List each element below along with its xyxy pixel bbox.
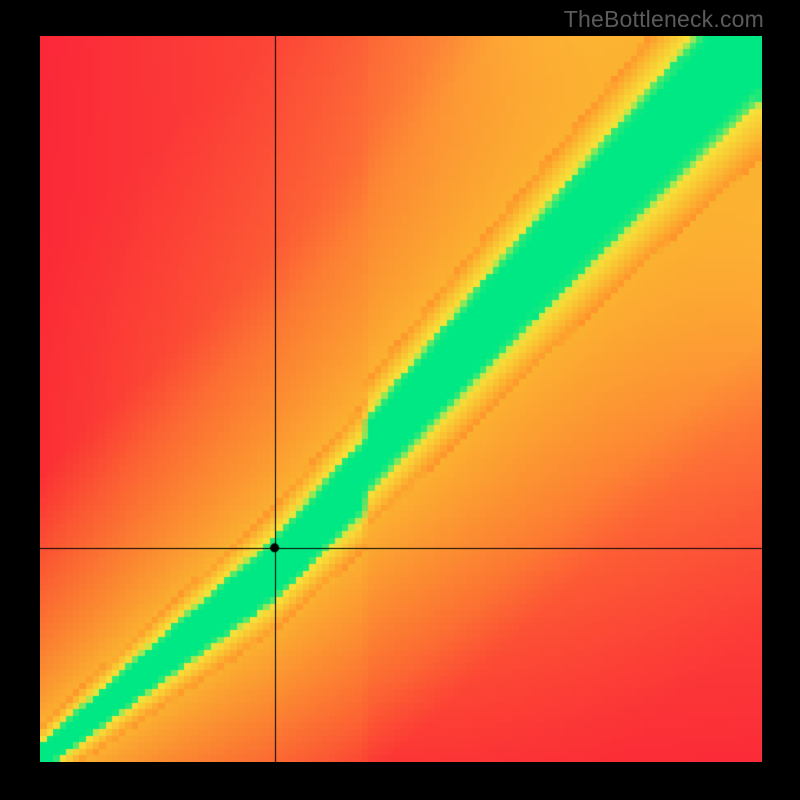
bottleneck-heatmap	[40, 36, 762, 762]
watermark-text: TheBottleneck.com	[564, 6, 764, 33]
chart-frame: TheBottleneck.com	[0, 0, 800, 800]
